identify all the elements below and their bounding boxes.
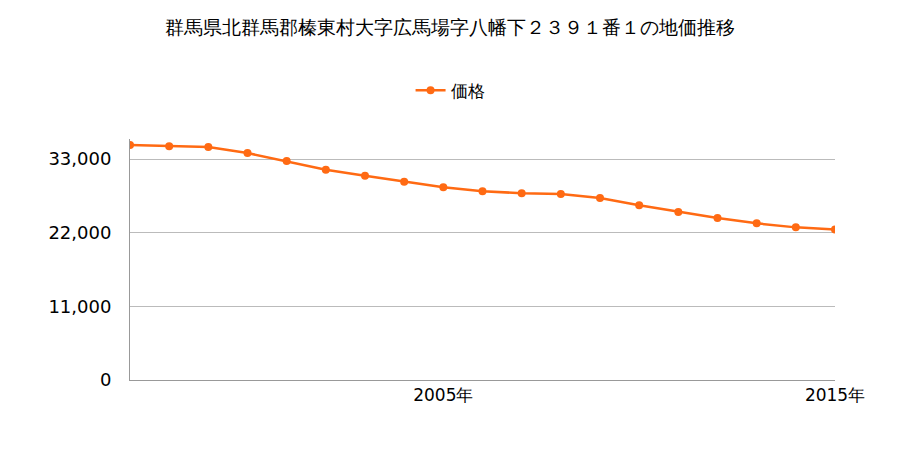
svg-text:33,000: 33,000 [48,148,111,169]
svg-text:2015年: 2015年 [805,385,865,405]
svg-text:0: 0 [100,369,111,390]
svg-text:11,000: 11,000 [48,296,111,317]
svg-text:群馬県北群馬郡榛東村大字広馬場字八幡下２３９１番１の地価推移: 群馬県北群馬郡榛東村大字広馬場字八幡下２３９１番１の地価推移 [165,16,735,38]
svg-text:2005年: 2005年 [413,385,473,405]
svg-text:価格: 価格 [451,81,485,101]
svg-text:22,000: 22,000 [48,222,111,243]
